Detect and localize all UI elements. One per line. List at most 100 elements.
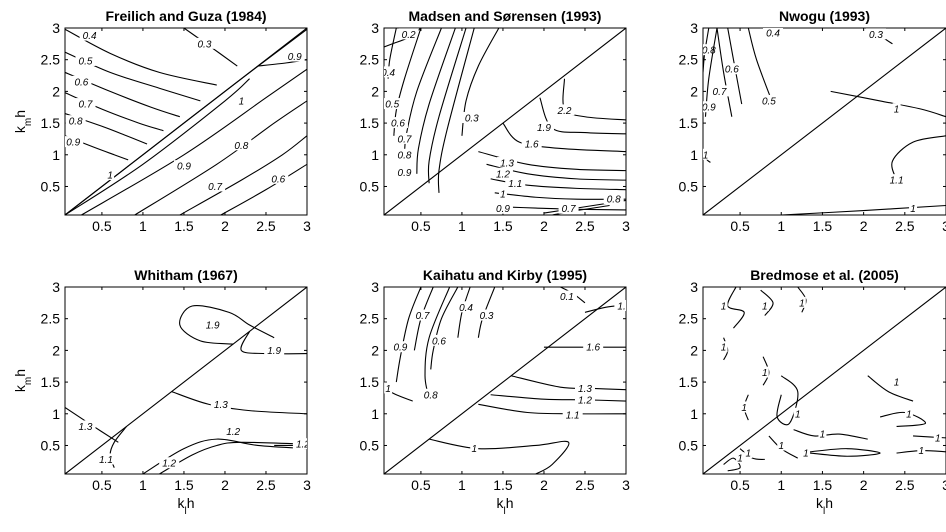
x-tick-label: 2.5 [256,477,276,493]
contour-label-bg [777,439,786,451]
x-tick-label: 2.5 [256,218,276,234]
contour-label-bg [556,290,577,302]
x-tick-label: 1 [458,477,466,493]
x-tick-label: 3 [942,477,946,493]
contour-label: 1 [737,454,743,465]
chart-title: Nwogu (1993) [779,8,870,24]
contour-label-bg [65,136,84,148]
contour-label-bg [461,112,482,124]
contour-label: 1 [107,171,113,182]
contour-label-bg [736,452,745,464]
y-tick-label: 2 [371,342,379,358]
contour-label-bg [703,101,719,113]
contour-label: 0.7 [416,311,430,322]
contour-label-bg [96,453,117,465]
contour-label: 1 [894,105,900,116]
contour-label-bg [554,104,575,116]
y-tick-label: 0.5 [360,178,380,194]
x-tick-label: 1.5 [493,477,513,493]
y-tick-label: 2.5 [679,52,699,68]
plot-frame [383,286,627,475]
contour-label: 2.2 [557,106,572,117]
contour-label: 0.7 [562,204,576,215]
contour-label: 0.9 [393,343,407,354]
y-tick-label: 1.5 [41,115,61,131]
contour-label-bg [719,300,728,312]
y-tick-label: 1.5 [679,374,699,390]
contour-label-bg [106,169,115,181]
chart-panel-2: Madsen and Sørensen (1993) 0.5 1 1.5 2 2.5 3 0.… [360,8,631,234]
x-tick-label: 2 [221,477,229,493]
contour-label: 1 [820,430,826,441]
contour-label: 0.6 [74,77,88,88]
contour-label-bg [917,444,926,456]
x-tick-label: 2.5 [895,477,915,493]
x-tick-label: 1.5 [813,218,833,234]
contour-label-bg [533,121,554,133]
contour-label-bg [210,398,231,410]
contour-label-bg [614,300,626,312]
contour-label: 0.7 [208,182,222,193]
contour-label-bg [65,115,86,127]
y-tick-label: 2.5 [679,311,699,327]
chart-title: Madsen and Sørensen (1993) [409,8,602,24]
contour-label: 1 [799,298,805,309]
contour-label-bg [428,334,449,346]
contour-label: 1 [906,409,912,420]
y-tick-label: 1 [371,406,379,422]
chart-panel-3: Nwogu (1993)0.511.522.530.511.522.530.40… [679,8,946,234]
contour-label-bg [456,301,477,313]
x-tick-label: 0.5 [411,218,431,234]
contour-label-bg [71,75,92,87]
contour-label-bg [892,376,901,388]
contour-label: 1 [239,96,245,107]
contour-label: 1 [741,403,747,414]
contour-label: 0.8 [234,141,248,152]
contour-label-bg [194,37,215,49]
contour-label: 1.2 [296,440,310,451]
contour-label-bg [79,29,100,41]
contour-label-bg [797,296,806,308]
x-tick-label: 1.5 [174,218,194,234]
plot-frame [64,27,308,216]
x-axis-label: klh [496,495,513,517]
contour-label: 0.7 [713,87,727,98]
contour-label-bg [237,94,246,106]
contour-label-bg [412,309,433,321]
y-tick-label: 1 [52,406,60,422]
contour-label: 1.2 [226,427,240,438]
contour-label-bg [394,132,415,144]
y-tick-label: 1.5 [360,115,380,131]
contour-label-bg [205,180,226,192]
contour-label-bg [558,202,579,214]
contour-label-bg [760,300,769,312]
contour-label: 0.6 [391,119,405,130]
x-tick-label: 3 [303,477,311,493]
y-tick-label: 2 [52,342,60,358]
contour-label: 1.9 [206,321,220,332]
chart-panel-6: Bredmose et al. (2005) 0.5 1 1.5 2 2.5 3 0.5 1 1.… [679,267,946,517]
contour-line [747,28,774,105]
contour-label: 1 [894,378,900,389]
contour-line [716,28,733,117]
contour-label: 0.9 [288,52,302,63]
contour-label: 1.3 [79,422,93,433]
contour-label-bg [760,366,769,378]
contour-label: 1.9 [267,346,281,357]
contour-line [913,435,946,439]
contour-line [727,287,745,329]
y-tick-label: 3 [52,279,60,295]
contour-line [427,28,467,184]
contour-line [762,356,770,386]
diagonal-line [703,287,946,474]
contour-label-bg [719,341,728,353]
chart-title: Bredmose et al. (2005) [750,267,899,283]
contour-label-bg [505,177,526,189]
contour-group: 1.9 1.9 1.3 1.3 1.1 1.2 1.2 1.2 [65,287,310,474]
x-tick-label: 2.5 [895,218,915,234]
x-tick-label: 1 [777,218,785,234]
contour-label-bg [420,388,441,400]
x-tick-label: 0.5 [411,477,431,493]
contour-label: 0.9 [398,168,412,179]
